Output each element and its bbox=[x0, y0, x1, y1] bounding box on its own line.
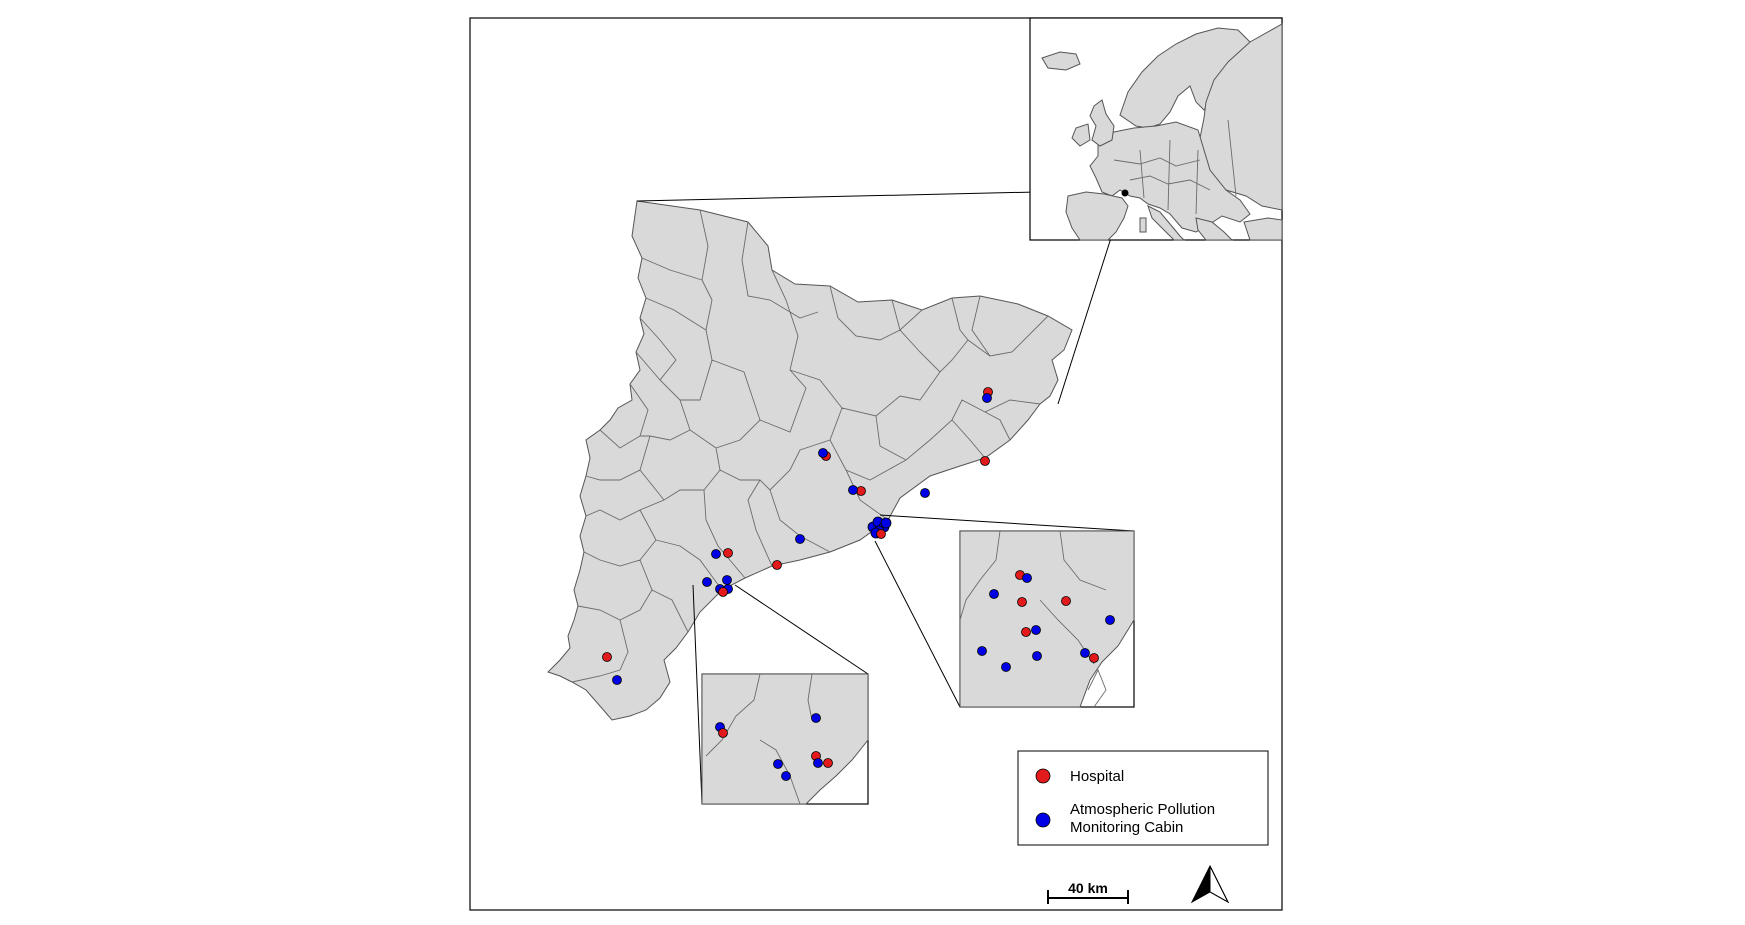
comarca-borders bbox=[571, 209, 1049, 683]
cabin-point bbox=[1032, 651, 1042, 661]
legend-box bbox=[1017, 750, 1269, 846]
legend-cabin-label-line1: Atmospheric Pollution bbox=[1070, 801, 1215, 818]
cabin-point bbox=[612, 675, 622, 685]
cabin-point bbox=[1080, 648, 1090, 658]
hospital-point bbox=[772, 560, 782, 570]
cabin-point bbox=[702, 577, 712, 587]
cabin-point bbox=[920, 488, 930, 498]
cabin-point bbox=[722, 575, 732, 585]
cabin-point bbox=[818, 448, 828, 458]
hospital-point bbox=[718, 587, 728, 597]
cabin-point bbox=[880, 517, 892, 529]
barcelona-inset bbox=[959, 530, 1135, 708]
cabin-point bbox=[848, 485, 858, 495]
legend-cabin-label-line2: Monitoring Cabin bbox=[1070, 819, 1183, 836]
scale-bar: 40 km bbox=[1047, 880, 1129, 904]
tarragona-inset bbox=[701, 673, 869, 805]
hospital-point bbox=[723, 548, 733, 558]
cabin-point bbox=[811, 713, 821, 723]
catalonia-outline bbox=[547, 200, 1073, 721]
hospital-point bbox=[1089, 653, 1099, 663]
north-arrow-icon bbox=[1190, 864, 1230, 904]
catalonia-location-marker bbox=[1121, 189, 1129, 197]
leader-lines bbox=[636, 189, 1135, 805]
hospital-point bbox=[1017, 597, 1027, 607]
hospital-point bbox=[823, 758, 833, 768]
tarragona-land bbox=[701, 673, 869, 805]
legend-hospital-label: Hospital bbox=[1070, 768, 1124, 785]
cabin-point bbox=[711, 549, 721, 559]
cabin-point bbox=[1001, 662, 1011, 672]
europe-landmass bbox=[1041, 23, 1283, 241]
cabin-point bbox=[1105, 615, 1115, 625]
tarragona-borders bbox=[705, 673, 813, 805]
legend: Hospital Atmospheric Pollution Monitorin… bbox=[1017, 750, 1269, 846]
hospital-point bbox=[876, 529, 886, 539]
legend-cabin-swatch bbox=[1035, 812, 1051, 828]
cabin-point bbox=[795, 534, 805, 544]
legend-hospital-swatch bbox=[1035, 768, 1051, 784]
hospital-point bbox=[1021, 627, 1031, 637]
cabin-point bbox=[1022, 573, 1032, 583]
cabin-point bbox=[813, 758, 823, 768]
cabin-point bbox=[773, 759, 783, 769]
catalonia-map bbox=[547, 200, 1073, 721]
cabin-point bbox=[977, 646, 987, 656]
europe-inset bbox=[1029, 17, 1283, 241]
cabin-point bbox=[1031, 625, 1041, 635]
hospital-point bbox=[980, 456, 990, 466]
hospital-point bbox=[718, 728, 728, 738]
scale-bar-label: 40 km bbox=[1068, 880, 1108, 896]
hospital-point bbox=[1061, 596, 1071, 606]
hospital-point bbox=[856, 486, 866, 496]
main-map-points bbox=[602, 387, 993, 685]
cabin-point bbox=[982, 393, 992, 403]
hospital-point bbox=[602, 652, 612, 662]
cabin-point bbox=[989, 589, 999, 599]
barcelona-borders bbox=[959, 530, 1107, 708]
cabin-point bbox=[781, 771, 791, 781]
